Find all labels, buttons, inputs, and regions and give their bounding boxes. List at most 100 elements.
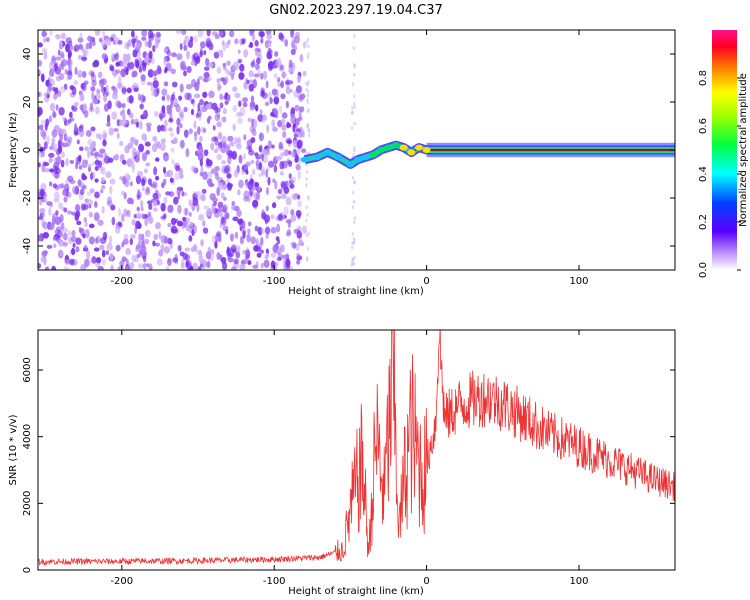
- noise-point: [275, 58, 282, 68]
- noise-point: [82, 175, 88, 181]
- noise-point: [257, 226, 263, 236]
- noise-point: [307, 108, 310, 112]
- noise-point: [307, 44, 310, 49]
- noise-point: [162, 178, 167, 186]
- noise-point: [121, 87, 127, 94]
- noise-point: [134, 226, 138, 235]
- noise-point: [80, 83, 85, 90]
- noise-point: [247, 228, 251, 235]
- noise-point: [262, 114, 267, 119]
- noise-point: [307, 52, 310, 57]
- noise-point: [276, 256, 282, 262]
- noise-point: [293, 228, 300, 234]
- noise-point: [299, 106, 305, 113]
- noise-point: [55, 104, 59, 111]
- noise-point: [98, 219, 102, 227]
- noise-point: [284, 38, 289, 47]
- noise-point: [213, 211, 220, 218]
- noise-point: [125, 258, 129, 268]
- noise-point: [177, 204, 182, 214]
- noise-point: [285, 218, 292, 224]
- noise-point: [220, 192, 225, 199]
- noise-point: [188, 235, 193, 242]
- noise-point: [254, 49, 258, 56]
- noise-point: [200, 239, 204, 247]
- noise-point: [95, 256, 102, 264]
- noise-point: [307, 133, 311, 138]
- noise-point: [132, 38, 136, 48]
- noise-point: [49, 102, 56, 112]
- noise-point: [269, 97, 273, 105]
- noise-point: [250, 236, 256, 245]
- noise-point: [176, 117, 181, 126]
- noise-point: [208, 90, 215, 99]
- noise-point: [193, 35, 198, 43]
- noise-point: [40, 73, 45, 83]
- noise-point: [58, 239, 65, 247]
- noise-point: [99, 80, 105, 87]
- noise-point: [306, 100, 310, 105]
- noise-point: [243, 48, 249, 58]
- noise-point: [289, 183, 295, 189]
- noise-point: [67, 210, 73, 215]
- signal-point: [369, 151, 378, 158]
- noise-point: [221, 256, 227, 265]
- noise-point: [265, 205, 269, 212]
- noise-point: [107, 157, 114, 163]
- noise-point: [294, 156, 299, 163]
- noise-point: [90, 150, 94, 157]
- noise-point: [280, 193, 287, 200]
- noise-point: [121, 213, 125, 223]
- noise-point: [145, 162, 151, 167]
- noise-point: [174, 172, 180, 181]
- noise-point: [145, 186, 150, 194]
- noise-point: [280, 182, 287, 190]
- noise-point: [90, 71, 95, 78]
- noise-point: [46, 244, 53, 249]
- noise-point: [107, 100, 112, 110]
- noise-point: [163, 246, 171, 254]
- noise-point: [65, 37, 72, 44]
- noise-point: [48, 83, 53, 92]
- snr-content: [38, 330, 675, 566]
- noise-point: [51, 129, 58, 138]
- noise-point: [258, 173, 262, 178]
- noise-point: [102, 132, 108, 139]
- noise-point: [250, 95, 255, 103]
- noise-point: [63, 83, 68, 91]
- noise-point: [260, 36, 264, 44]
- noise-point: [353, 34, 356, 38]
- noise-point: [298, 156, 302, 165]
- noise-point: [195, 191, 203, 200]
- noise-point: [247, 260, 252, 266]
- noise-point: [188, 128, 193, 135]
- noise-point: [88, 211, 94, 218]
- noise-point: [186, 262, 193, 270]
- noise-point: [108, 127, 114, 136]
- noise-point: [135, 212, 142, 218]
- noise-point: [40, 129, 46, 138]
- noise-point: [62, 142, 69, 148]
- noise-point: [163, 196, 168, 205]
- noise-point: [175, 30, 182, 35]
- noise-point: [278, 32, 284, 40]
- x-tick-label: -100: [263, 576, 286, 587]
- y-tick-label: 6000: [22, 357, 33, 382]
- noise-point: [77, 73, 83, 78]
- noise-point: [185, 148, 190, 158]
- noise-point: [231, 150, 238, 160]
- noise-point: [305, 183, 308, 187]
- noise-point: [216, 82, 221, 92]
- noise-point: [185, 223, 190, 232]
- noise-point: [233, 258, 239, 265]
- noise-point: [214, 170, 219, 176]
- noise-point: [144, 229, 151, 238]
- noise-point: [216, 78, 220, 83]
- noise-point: [271, 144, 275, 149]
- figure-title: GN02.2023.297.19.04.C37: [269, 3, 443, 18]
- noise-point: [265, 248, 269, 254]
- noise-point: [353, 216, 357, 220]
- noise-point: [86, 191, 92, 196]
- noise-point: [262, 70, 268, 80]
